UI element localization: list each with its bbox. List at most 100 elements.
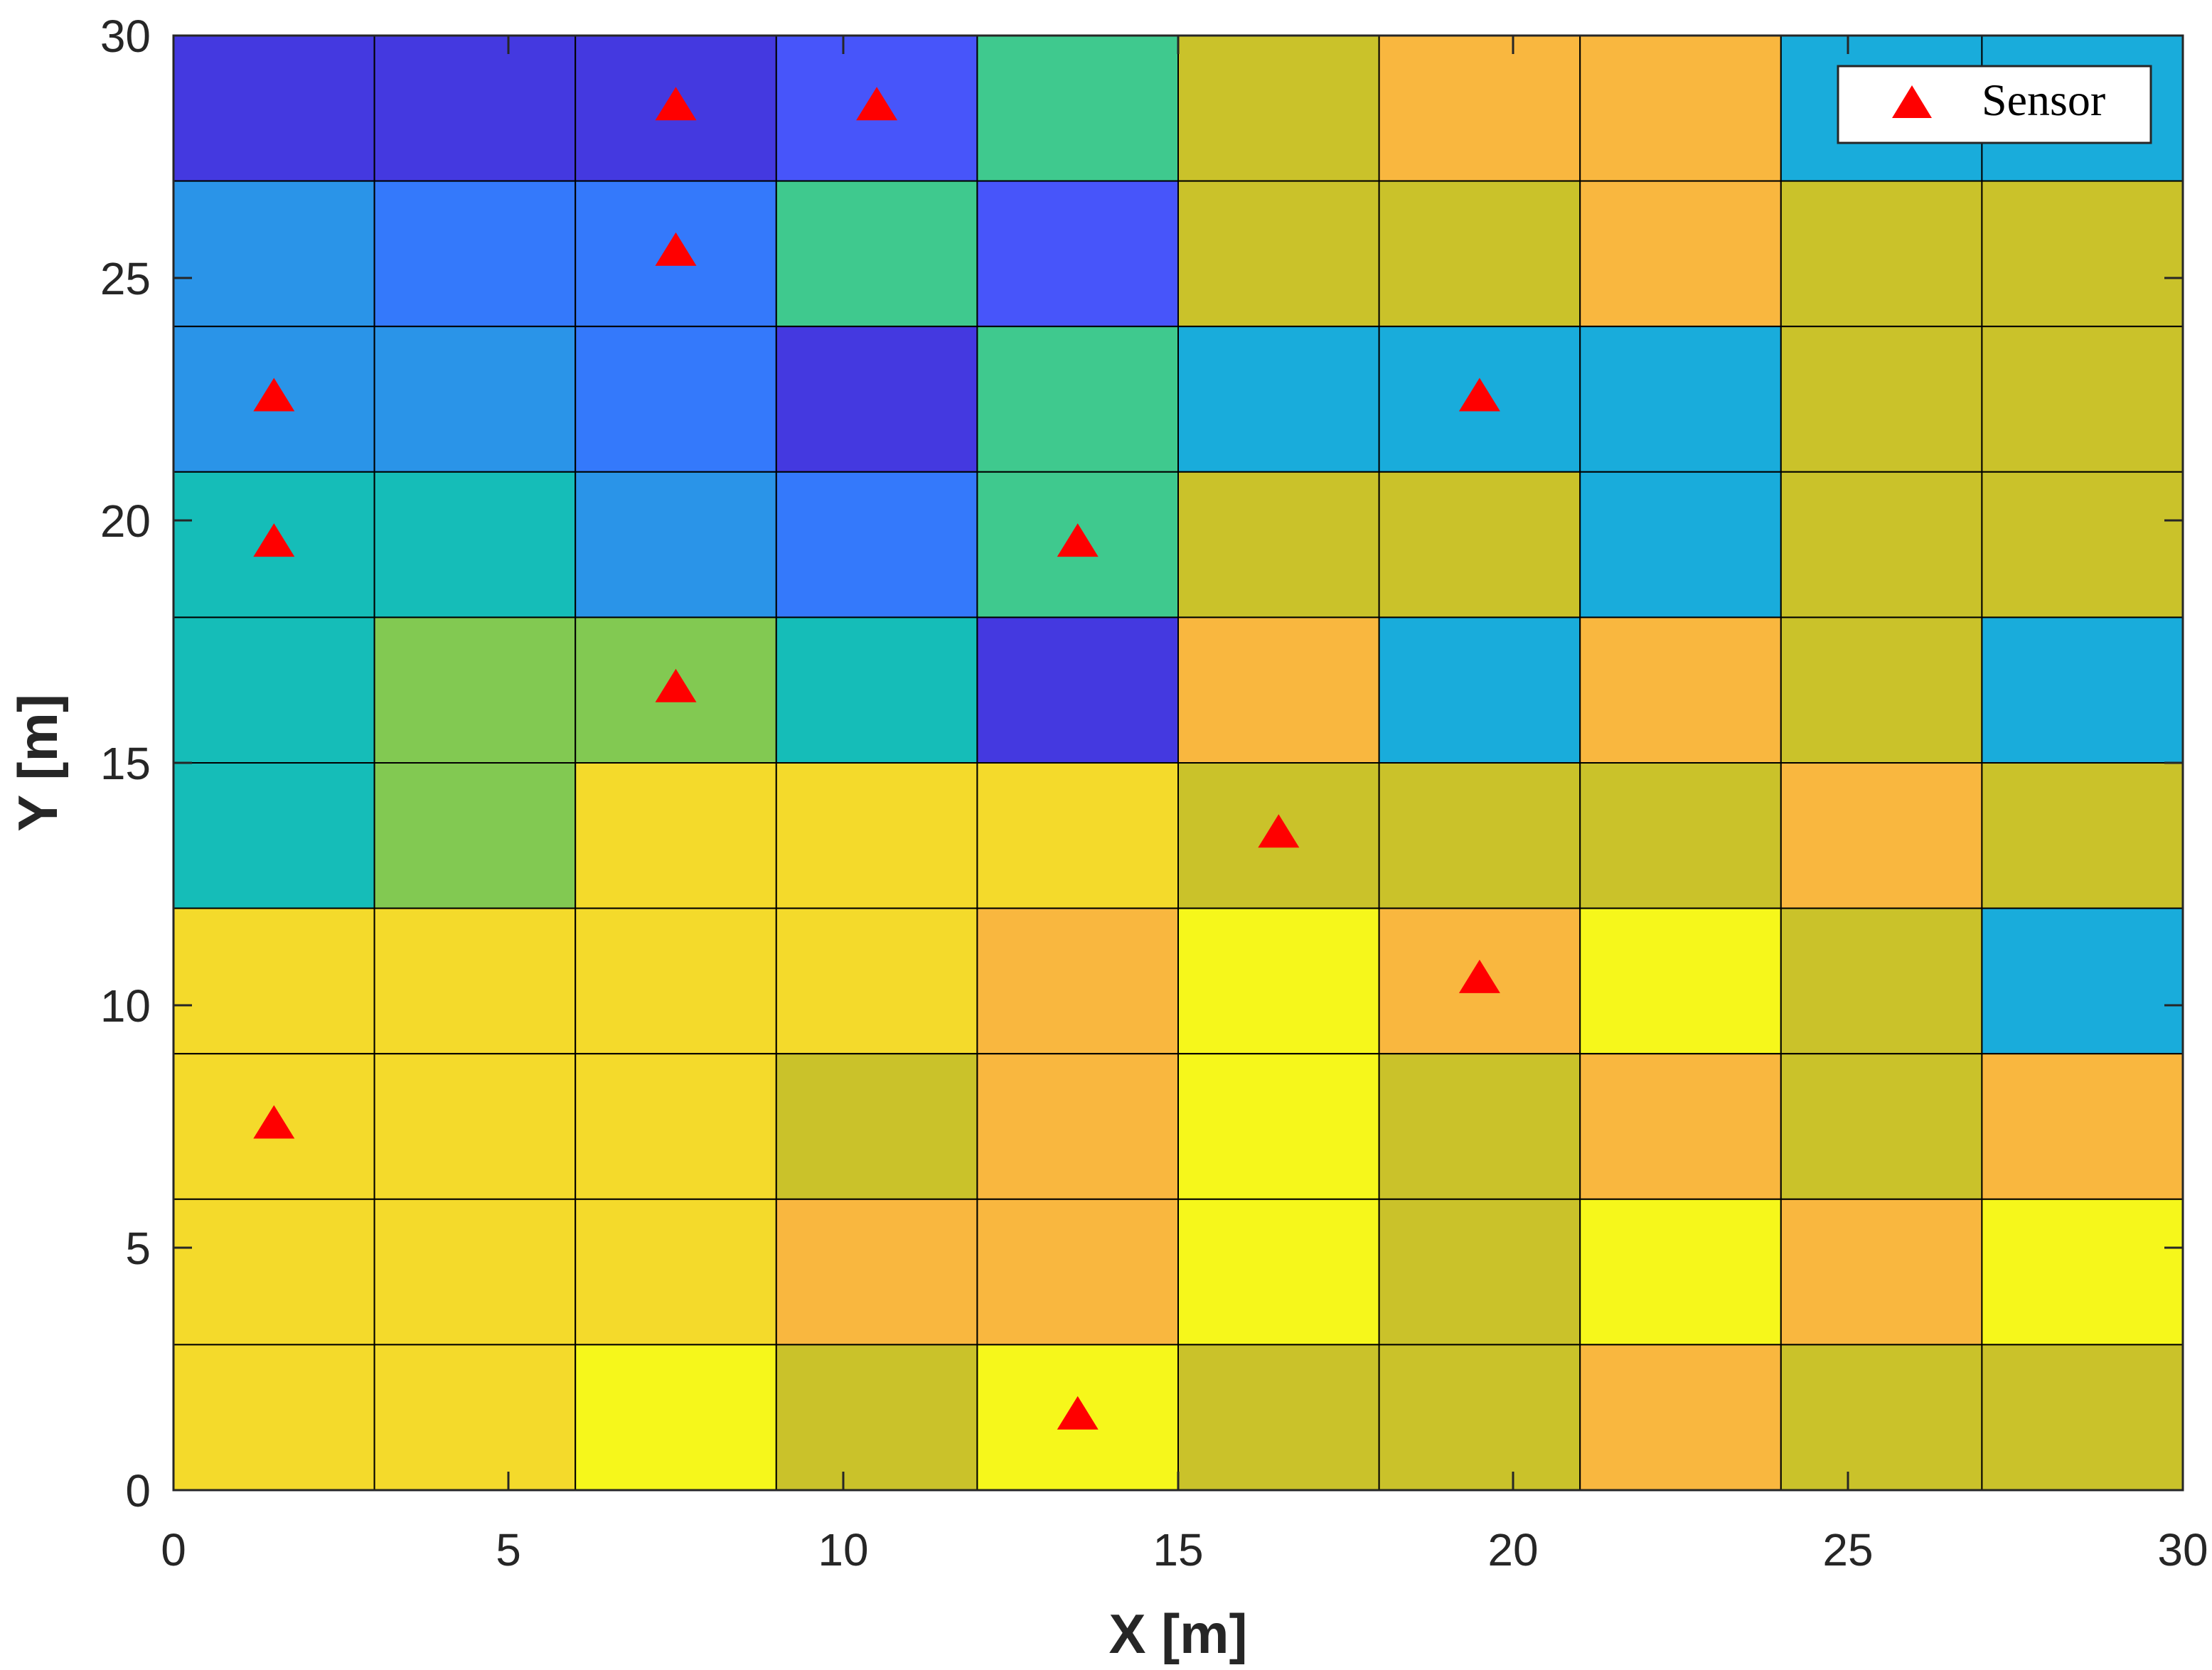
heatmap-cell: [1378, 762, 1581, 909]
heatmap-cell: [173, 616, 375, 764]
heatmap-cell: [1378, 1344, 1581, 1492]
sensor-marker: [253, 1105, 295, 1139]
heatmap-cell: [1378, 471, 1581, 619]
sensor-marker: [253, 378, 295, 412]
y-tick-label: 15: [100, 738, 151, 789]
x-tick-label: 5: [496, 1524, 521, 1575]
heatmap-cell: [173, 180, 375, 328]
heatmap-cell: [1177, 1053, 1380, 1200]
sensor-marker: [1258, 814, 1300, 848]
heatmap-cell: [1981, 471, 2184, 619]
sensor-marker: [1057, 1396, 1099, 1430]
heatmap-cell: [1780, 326, 1983, 473]
heatmap-cell: [373, 1344, 577, 1492]
heatmap-cell: [775, 907, 978, 1055]
heatmap-cell: [575, 326, 777, 473]
heatmap-cell: [976, 907, 1180, 1055]
x-tick-label: 20: [1487, 1524, 1538, 1575]
heatmap-cell: [1579, 326, 1782, 473]
sensor-marker: [856, 87, 898, 121]
heatmap-cell: [1177, 180, 1380, 328]
heatmap-cell: [1378, 180, 1581, 328]
heatmap-cell: [575, 471, 777, 619]
heatmap-cell: [373, 1053, 577, 1200]
y-tick-label: 25: [100, 253, 151, 304]
heatmap-cell: [1579, 1344, 1782, 1492]
legend: Sensor: [1837, 65, 2152, 144]
axis-ticks: 0 5 10 15 20 25 30 0 5 10 15 20 25 30: [100, 11, 2208, 1575]
heatmap-cell: [1378, 1053, 1581, 1200]
x-tick-label: 15: [1153, 1524, 1203, 1575]
heatmap-cell: [1177, 616, 1380, 764]
sensor-marker: [1458, 959, 1500, 993]
heatmap-cell: [1579, 180, 1782, 328]
heatmap-cell: [575, 1344, 777, 1492]
heatmap-cell: [1579, 616, 1782, 764]
sensor-marker: [655, 668, 697, 702]
heatmap-cell: [373, 471, 577, 619]
heatmap-cell: [1378, 35, 1581, 182]
heatmap-cell: [976, 762, 1180, 909]
heatmap-cell: [1780, 180, 1983, 328]
sensor-marker: [655, 232, 697, 266]
x-axis-label: X [m]: [1109, 1602, 1248, 1665]
x-tick-label: 10: [818, 1524, 868, 1575]
heatmap-cell: [775, 1198, 978, 1346]
heatmap-cell: [1780, 1344, 1983, 1492]
heatmap-cell: [373, 1198, 577, 1346]
heatmap-cell: [775, 471, 978, 619]
heatmap-cell: [173, 35, 375, 182]
heatmap-cell: [373, 762, 577, 909]
heatmap-cell: [1981, 616, 2184, 764]
heatmap-cell: [1177, 326, 1380, 473]
x-tick-label: 0: [161, 1524, 186, 1575]
sensor-marker: [655, 87, 697, 121]
x-tick-label: 25: [1822, 1524, 1873, 1575]
heatmap-cell: [1981, 907, 2184, 1055]
y-tick-label: 20: [100, 496, 151, 547]
heatmap-cell: [775, 180, 978, 328]
heatmap-cell: [575, 762, 777, 909]
heatmap-cell: [1579, 471, 1782, 619]
heatmap-cell: [575, 1198, 777, 1346]
sensor-marker: [1057, 523, 1099, 557]
legend-sensor-marker: [1892, 85, 1932, 118]
legend-box: [1837, 65, 2152, 144]
heatmap-cell: [1981, 326, 2184, 473]
heatmap-cell: [373, 616, 577, 764]
heatmap-cell: [173, 762, 375, 909]
heatmap-cell: [976, 35, 1180, 182]
y-tick-label: 30: [100, 11, 151, 62]
heatmap-cell: [1579, 907, 1782, 1055]
heatmap-cell: [1177, 1198, 1380, 1346]
heatmap-cell: [1780, 1053, 1983, 1200]
heatmap-cell: [575, 1053, 777, 1200]
heatmap-cell: [1981, 1053, 2184, 1200]
heatmap-cell: [976, 616, 1180, 764]
heatmap-cell: [976, 1198, 1180, 1346]
heatmap-cell: [373, 180, 577, 328]
sensor-marker: [253, 523, 295, 557]
heatmap-cell: [1981, 1198, 2184, 1346]
heatmap-cell: [1981, 180, 2184, 328]
heatmap-cell: [173, 907, 375, 1055]
y-tick-label: 10: [100, 980, 151, 1032]
heatmap-cell: [1177, 35, 1380, 182]
heatmap-cell: [1780, 616, 1983, 764]
heatmap-cell: [976, 326, 1180, 473]
heatmap-cell: [1579, 35, 1782, 182]
heatmap-cell: [1579, 762, 1782, 909]
heatmap-cell: [1780, 762, 1983, 909]
heatmap-cell: [1981, 762, 2184, 909]
heatmap-cell: [775, 1344, 978, 1492]
heatmap-cell: [976, 1344, 1180, 1492]
heatmap-cell: [1780, 1198, 1983, 1346]
legend-sensor-label: Sensor: [1982, 75, 2105, 125]
heatmap-cells: [173, 35, 2184, 1492]
heatmap-cell: [173, 1198, 375, 1346]
heatmap-cell: [1981, 1344, 2184, 1492]
heatmap-cell: [1378, 616, 1581, 764]
heatmap-cell: [976, 180, 1180, 328]
heatmap-cell: [1780, 907, 1983, 1055]
